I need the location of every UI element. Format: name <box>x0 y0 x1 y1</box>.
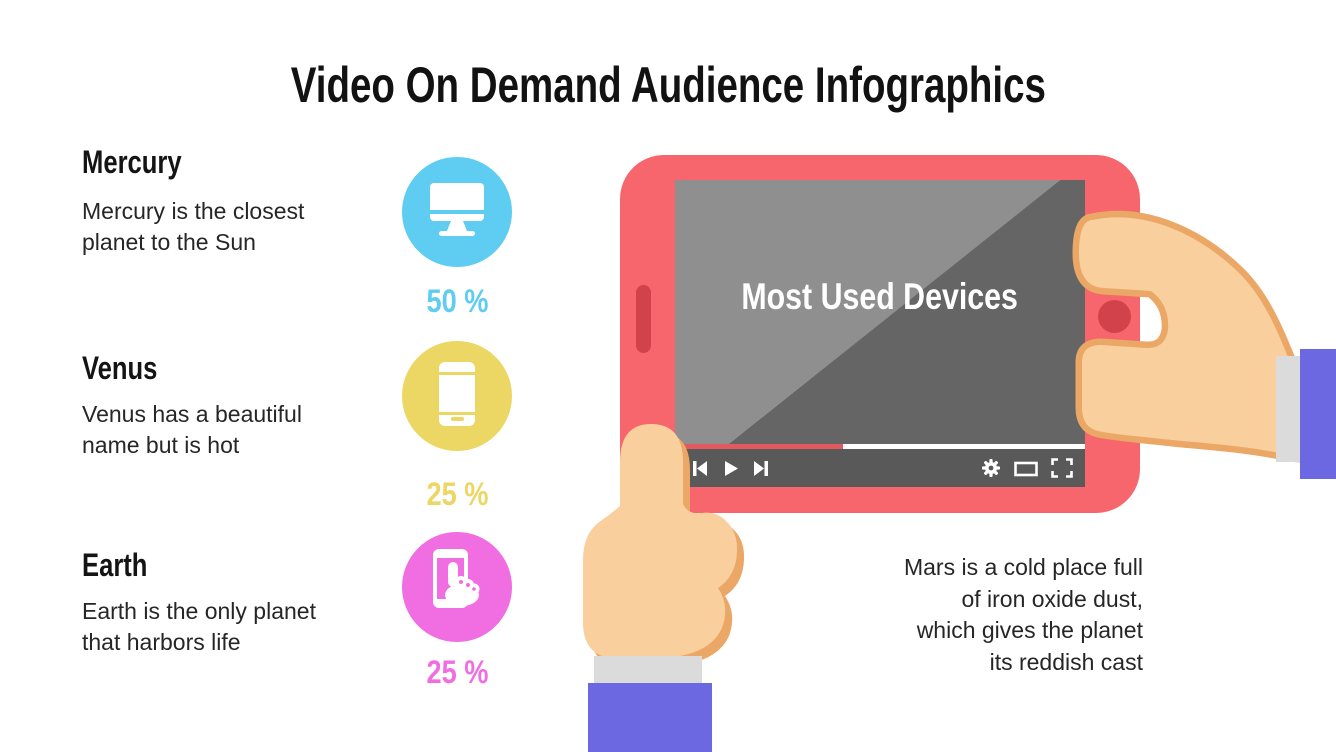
tablet-illustration: Most Used Devices <box>620 155 1140 513</box>
page-title: Video On Demand Audience Infographics <box>290 57 1046 113</box>
play-icon <box>725 460 738 476</box>
tablet-speaker-slot <box>636 285 651 353</box>
video-progress-bar <box>675 444 1085 449</box>
previous-track-icon <box>693 460 707 476</box>
section-body-earth: Earth is the only planet that harbors li… <box>82 598 316 655</box>
smartphone-icon <box>402 341 512 451</box>
screen-glare <box>675 180 1085 487</box>
desktop-monitor-icon <box>402 157 512 267</box>
screen-title: Most Used Devices <box>741 276 1019 317</box>
player-controls-right <box>981 458 1073 478</box>
right-cuff <box>1276 356 1302 462</box>
section-heading-earth: Earth <box>82 547 148 583</box>
video-player-screen: Most Used Devices <box>675 180 1085 487</box>
section-body-mercury: Mercury is the closest planet to the Sun <box>82 198 305 255</box>
section-body-venus: Venus has a beautiful name but is hot <box>82 401 302 458</box>
section-heading-mercury: Mercury <box>82 144 182 180</box>
theater-mode-icon <box>1014 461 1038 476</box>
percent-venus: 25 % <box>426 476 488 512</box>
fullscreen-icon <box>1051 458 1073 478</box>
settings-gear-icon <box>982 459 1000 477</box>
percent-mercury: 50 % <box>426 283 488 319</box>
left-sleeve <box>588 683 712 752</box>
mars-note: Mars is a cold place full of iron oxide … <box>903 554 1143 675</box>
right-sleeve <box>1300 349 1336 479</box>
left-cuff <box>594 656 702 685</box>
video-progress-fill <box>675 444 844 449</box>
player-control-bar <box>675 449 1085 487</box>
touch-phone-icon <box>402 532 512 642</box>
section-heading-venus: Venus <box>82 350 158 386</box>
tablet-camera-button <box>1098 300 1131 333</box>
next-track-icon <box>754 460 768 476</box>
player-controls-left <box>691 460 770 477</box>
percent-earth: 25 % <box>426 654 488 690</box>
